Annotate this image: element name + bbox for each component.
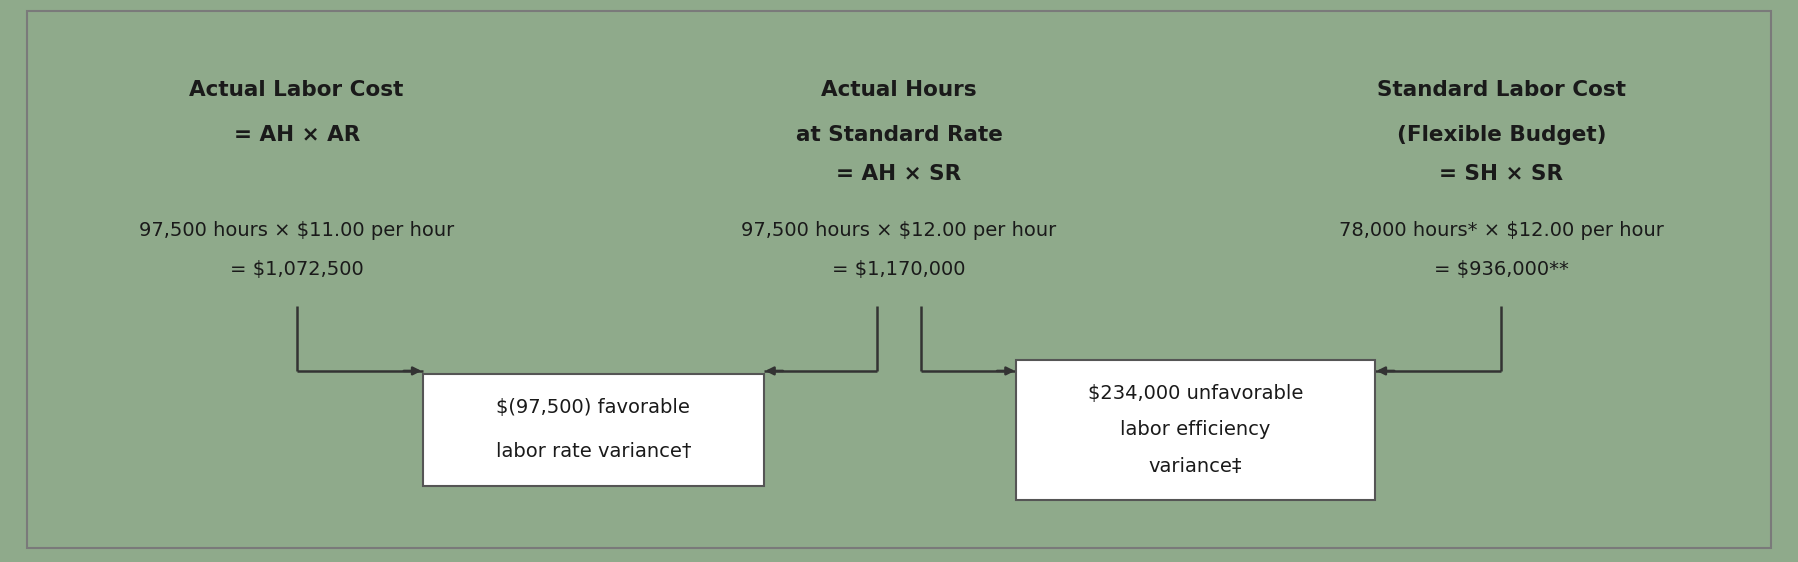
Text: = $1,170,000: = $1,170,000 <box>832 260 966 279</box>
Text: = AH × AR: = AH × AR <box>234 125 360 145</box>
Text: 78,000 hours* × $12.00 per hour: 78,000 hours* × $12.00 per hour <box>1340 221 1663 240</box>
Text: at Standard Rate: at Standard Rate <box>795 125 1003 145</box>
Bar <box>423 374 764 486</box>
Text: = AH × SR: = AH × SR <box>836 164 962 184</box>
Text: $234,000 unfavorable: $234,000 unfavorable <box>1088 384 1304 403</box>
Text: Standard Labor Cost: Standard Labor Cost <box>1377 80 1625 100</box>
Text: = $936,000**: = $936,000** <box>1433 260 1570 279</box>
Text: labor efficiency: labor efficiency <box>1120 420 1271 439</box>
Text: variance‡: variance‡ <box>1149 457 1242 476</box>
Text: Actual Labor Cost: Actual Labor Cost <box>189 80 405 100</box>
Text: Actual Hours: Actual Hours <box>822 80 976 100</box>
Text: 97,500 hours × $11.00 per hour: 97,500 hours × $11.00 per hour <box>138 221 455 240</box>
Text: labor rate variance†: labor rate variance† <box>496 442 690 461</box>
Text: (Flexible Budget): (Flexible Budget) <box>1397 125 1606 145</box>
Text: = $1,072,500: = $1,072,500 <box>230 260 363 279</box>
Text: = SH × SR: = SH × SR <box>1440 164 1562 184</box>
Text: $(97,500) favorable: $(97,500) favorable <box>496 398 690 417</box>
Bar <box>1016 360 1375 500</box>
Text: 97,500 hours × $12.00 per hour: 97,500 hours × $12.00 per hour <box>741 221 1057 240</box>
